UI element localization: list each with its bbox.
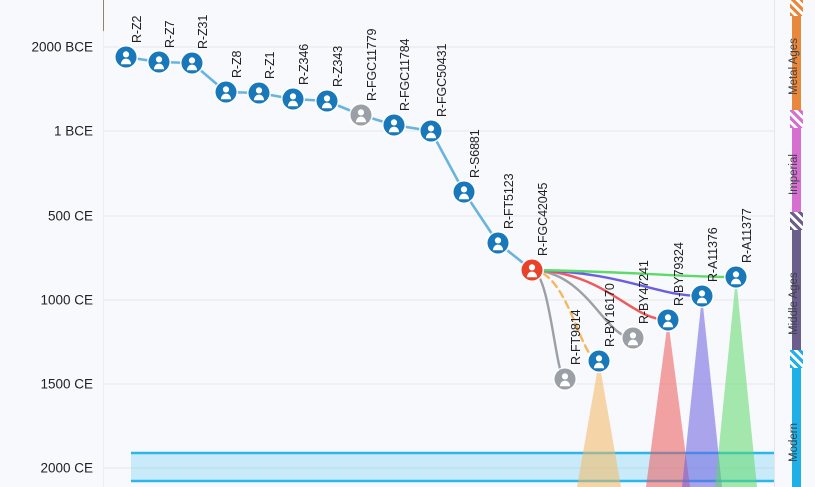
haplogroup-node[interactable] [246, 80, 272, 106]
person-icon [492, 237, 504, 251]
haplogroup-node-label: R-FGC11779 [365, 28, 379, 101]
y-axis: 2000 BCE 1 BCE 500 CE 1000 CE 1500 CE 2000 CE [0, 0, 103, 487]
descendant-cones [577, 277, 757, 487]
era-color-bar [792, 122, 801, 218]
haplogroup-node[interactable] [113, 44, 139, 70]
haplogroup-node-label: R-Z8 [230, 50, 244, 78]
person-icon [559, 373, 571, 387]
y-axis-tick-label: 500 CE [47, 208, 93, 224]
y-axis-tick-label: 1 BCE [53, 123, 93, 139]
haplogroup-node[interactable] [689, 283, 715, 309]
haplogroup-node-label: R-Z31 [196, 14, 210, 49]
person-icon [662, 314, 674, 328]
haplogroup-node-label: R-A11377 [740, 208, 754, 263]
person-icon [355, 109, 367, 123]
y-axis-tick-label: 2000 CE [40, 460, 93, 476]
haplogroup-node[interactable] [213, 79, 239, 105]
y-axis-tick-label: 1500 CE [40, 376, 93, 392]
person-icon [730, 271, 742, 285]
era-label: Metal Ages [788, 38, 800, 95]
person-icon [287, 93, 299, 107]
haplogroup-node[interactable] [280, 86, 306, 112]
haplogroup-node-label: R-Z1 [263, 51, 277, 79]
haplogroup-nodes[interactable] [113, 44, 749, 392]
era-label: Imperial [788, 154, 800, 195]
haplogroup-node-label: R-FGC42045 [536, 182, 550, 256]
person-icon [253, 87, 265, 101]
haplogroup-node[interactable] [381, 112, 407, 138]
haplogroup-node-label: R-Z2 [130, 15, 144, 43]
era-transition-stripe [790, 110, 803, 128]
haplogroup-node[interactable] [314, 88, 340, 114]
person-icon [627, 332, 639, 346]
person-icon [425, 125, 437, 139]
haplogroup-node[interactable] [179, 50, 205, 76]
haplogroup-node-label: R-BY47241 [637, 260, 651, 324]
haplogroup-node[interactable] [485, 230, 511, 256]
haplogroup-node[interactable] [348, 102, 374, 128]
plot-area[interactable] [103, 0, 775, 487]
person-icon [388, 119, 400, 133]
era-label: Middle Ages [788, 272, 800, 335]
person-icon [458, 186, 470, 200]
haplogroup-node[interactable] [552, 366, 578, 392]
person-icon [593, 355, 605, 369]
haplogroup-node[interactable] [146, 49, 172, 75]
haplogroup-node-label: R-FT5123 [502, 173, 516, 229]
person-icon [120, 51, 132, 65]
haplogroup-node-label: R-FGC50431 [435, 43, 449, 117]
era-label: Modern [788, 423, 800, 462]
haplogroup-node-label: R-BY16170 [603, 283, 617, 347]
haplogroup-node[interactable] [586, 348, 612, 374]
person-icon [696, 290, 708, 304]
haplogroup-node-label: R-Z343 [331, 45, 345, 87]
haplogroup-node-label: R-S6881 [468, 129, 482, 178]
person-icon [220, 86, 232, 100]
person-icon [526, 264, 538, 278]
haplogroup-node[interactable] [519, 257, 545, 283]
era-transition-stripe [790, 212, 803, 230]
plot-svg [103, 0, 775, 487]
haplogroup-node-label: R-Z346 [297, 43, 311, 85]
person-icon [153, 56, 165, 70]
person-icon [321, 95, 333, 109]
haplogroup-node[interactable] [655, 307, 681, 333]
haplogroup-node[interactable] [418, 118, 444, 144]
haplogroup-node[interactable] [451, 179, 477, 205]
haplogroup-node-label: R-Z7 [163, 20, 177, 48]
gridlines [103, 0, 775, 487]
haplogroup-node[interactable] [620, 325, 646, 351]
y-axis-tick-label: 1000 CE [40, 292, 93, 308]
person-icon [186, 57, 198, 71]
haplogroup-node-label: R-A11376 [706, 227, 720, 282]
era-color-bar [792, 0, 801, 116]
era-rail: Metal Ages Imperial Middle Ages Modern [774, 0, 815, 487]
era-color-bar [792, 362, 801, 487]
haplogroup-node-label: R-FGC11784 [398, 38, 412, 111]
haplogroup-node[interactable] [723, 264, 749, 290]
era-transition-stripe [790, 0, 803, 16]
y-axis-tick-label: 2000 BCE [31, 39, 93, 55]
haplogroup-node-label: R-BY79324 [672, 242, 686, 306]
era-transition-stripe [790, 350, 803, 368]
era-color-bar [792, 224, 801, 356]
haplogroup-node-label: R-FT9814 [569, 309, 583, 365]
